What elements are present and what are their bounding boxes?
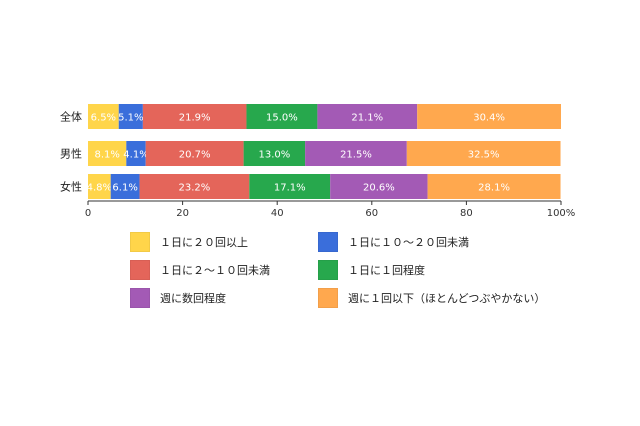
category-label: 全体 (60, 110, 82, 124)
data-label: 4.1% (123, 150, 148, 161)
bar-segment (126, 141, 146, 166)
legend-item: １日に１回程度 (318, 260, 425, 280)
bar-segment (139, 174, 250, 199)
data-label: 15.0% (266, 113, 298, 124)
bar-segment (142, 104, 247, 129)
bar-segment (110, 174, 140, 199)
legend-label: １日に１回程度 (348, 264, 425, 277)
legend-label: １日に２０回以上 (160, 236, 248, 249)
legend-swatch (130, 260, 150, 280)
bar-segment (246, 104, 318, 129)
legend-label: 週に数回程度 (160, 292, 226, 305)
data-label: 32.5% (468, 150, 500, 161)
data-label: 20.7% (179, 150, 211, 161)
bar-segment (406, 141, 561, 166)
data-label: 23.2% (179, 183, 211, 194)
data-label: 6.5% (91, 113, 116, 124)
legend-label: １日に１０～２０回未満 (348, 236, 469, 249)
bar-segment (88, 104, 119, 129)
x-tick-label: 20 (176, 208, 189, 219)
x-tick-label: 100% (547, 208, 576, 219)
legend-item: １日に２～１０回未満 (130, 260, 270, 280)
legend-swatch (318, 260, 338, 280)
legend-swatch (130, 232, 150, 252)
data-label: 8.1% (94, 150, 119, 161)
bar-segment (330, 174, 428, 199)
legend-item: 週に１回以下（ほとんどつぶやかない） (318, 288, 545, 308)
legend-label: 週に１回以下（ほとんどつぶやかない） (348, 292, 546, 305)
data-label: 30.4% (473, 113, 505, 124)
legend-item: １日に２０回以上 (130, 232, 248, 252)
data-label: 20.6% (363, 183, 395, 194)
legend-item: １日に１０～２０回未満 (318, 232, 469, 252)
bar-segment (145, 141, 244, 166)
legend-swatch (130, 288, 150, 308)
x-tick-label: 60 (365, 208, 378, 219)
x-tick-label: 0 (85, 208, 91, 219)
data-label: 17.1% (274, 183, 306, 194)
bar-segment (427, 174, 561, 199)
data-label: 21.1% (351, 113, 383, 124)
data-label: 13.0% (258, 150, 290, 161)
bar-segment (88, 141, 127, 166)
bar-segment (317, 104, 418, 129)
legend-swatch (318, 288, 338, 308)
legend-swatch (318, 232, 338, 252)
bar-segment (243, 141, 306, 166)
data-label: 21.5% (340, 150, 372, 161)
data-label: 5.1% (118, 113, 143, 124)
bar-segment (249, 174, 331, 199)
data-label: 6.1% (112, 183, 137, 194)
legend-label: １日に２～１０回未満 (160, 264, 270, 277)
category-label: 男性 (60, 147, 82, 161)
bar-segment (88, 174, 111, 199)
data-label: 28.1% (478, 183, 510, 194)
legend-item: 週に数回程度 (130, 288, 226, 308)
data-label: 4.8% (87, 183, 112, 194)
x-tick-label: 80 (460, 208, 473, 219)
data-label: 21.9% (179, 113, 211, 124)
bar-segment (305, 141, 407, 166)
x-tick-label: 40 (271, 208, 284, 219)
category-label: 女性 (60, 180, 82, 194)
bar-segment (417, 104, 561, 129)
bar-segment (118, 104, 143, 129)
